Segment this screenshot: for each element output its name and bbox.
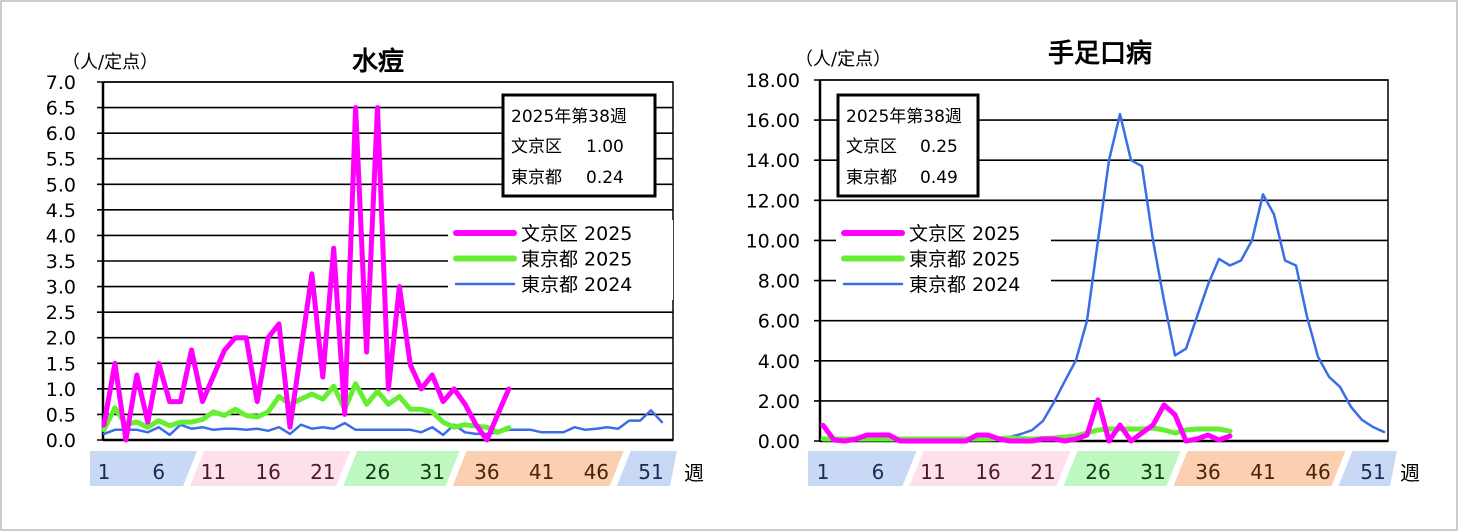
info-label: 東京都 [511,168,562,188]
x-tick-label: 31 [419,460,444,484]
legend-label: 東京都 2025 [909,249,1020,271]
series-line-1 [101,381,512,435]
legend-label: 東京都 2024 [909,274,1020,296]
y-tick-label: 6.0 [46,123,76,145]
x-tick-label: 21 [1030,460,1055,484]
x-axis-unit: 週 [684,461,704,485]
info-value: 0.49 [920,168,958,188]
y-tick-label: 5.0 [46,174,76,196]
y-tick-label: 4.00 [758,351,800,373]
x-axis-unit: 週 [1400,461,1420,485]
info-box [501,93,657,198]
season-band [1173,451,1346,486]
y-tick-label: 2.5 [46,302,76,324]
season-band [616,451,677,486]
x-tick-label: 36 [1195,460,1220,484]
y-tick-label: 18.00 [746,70,800,92]
chart-title: 水痘 [352,46,404,77]
y-tick-label: 2.0 [46,328,76,350]
y-tick-label: 10.00 [746,230,800,252]
info-label: 文京区 [511,137,562,157]
series-line-0 [820,397,1233,444]
y-tick-label: 2.00 [758,391,800,413]
legend-label: 文京区 2025 [521,223,632,245]
x-tick-label: 16 [255,460,280,484]
chart-title: 手足口病 [1048,39,1152,69]
season-band [343,451,460,486]
x-tick-label: 31 [1140,460,1165,484]
y-tick-label: 5.5 [46,149,76,171]
x-tick-label: 36 [474,460,499,484]
x-tick-label: 41 [529,460,554,484]
x-tick-label: 6 [152,460,165,484]
season-band [190,451,351,486]
y-tick-label: 6.00 [758,311,800,333]
season-band [452,451,624,486]
info-label: 文京区 [846,137,897,157]
y-tick-label: 3.5 [46,251,76,273]
series-line-2 [102,409,664,437]
y-tick-label: 3.0 [46,277,76,299]
info-heading: 2025年第38週 [846,107,962,127]
x-tick-label: 1 [98,460,111,484]
x-tick-label: 51 [1360,460,1385,484]
y-tick-label: 8.00 [758,271,800,293]
series-line-0 [101,105,512,443]
x-tick-label: 21 [310,460,335,484]
x-tick-label: 11 [920,460,945,484]
info-heading: 2025年第38週 [511,107,627,127]
chart-varicella: 0.0 0.5 1.0 1.5 2.0 2.5 3.0 3.5 4.0 4.5 5.0 5.5 6.0 6… [46,46,704,486]
info-value: 0.25 [920,137,958,157]
y-tick-label: 0.0 [46,430,76,452]
season-band [909,451,1071,486]
season-band [1063,451,1181,486]
y-tick-label: 6.5 [46,98,76,120]
legend-label: 東京都 2025 [521,249,632,271]
legend-label: 東京都 2024 [521,274,632,296]
y-tick-label: 16.00 [746,110,800,132]
info-box [836,93,980,198]
x-tick-label: 1 [817,460,830,484]
x-tick-label: 26 [365,460,390,484]
x-tick-label: 46 [1305,460,1330,484]
y-tick-label: 0.00 [758,431,800,453]
x-tick-label: 11 [201,460,226,484]
season-band [808,451,917,486]
x-tick-label: 16 [975,460,1000,484]
x-tick-label: 46 [584,460,609,484]
y-axis-unit: （人/定点） [62,52,158,73]
info-label: 東京都 [846,168,897,188]
y-axis-unit: （人/定点） [795,49,891,70]
info-value: 0.24 [586,168,624,188]
y-tick-label: 1.0 [46,379,76,401]
x-tick-label: 51 [638,460,663,484]
y-tick-label: 14.00 [746,150,800,172]
info-value: 1.00 [586,137,624,157]
x-tick-label: 26 [1085,460,1110,484]
y-tick-label: 0.5 [46,404,76,426]
y-tick-label: 12.00 [746,190,800,212]
y-tick-label: 4.5 [46,200,76,222]
y-tick-label: 1.5 [46,353,76,375]
x-tick-label: 6 [872,460,885,484]
chart-hfmd: 0.00 2.00 4.00 6.00 8.00 10.00 12.00 14.00 16.00… [746,39,1420,486]
season-band [1338,451,1397,486]
season-band [90,451,198,486]
y-tick-label: 7.0 [46,72,76,94]
y-tick-label: 4.0 [46,225,76,247]
x-tick-label: 41 [1250,460,1275,484]
legend-label: 文京区 2025 [909,223,1020,245]
